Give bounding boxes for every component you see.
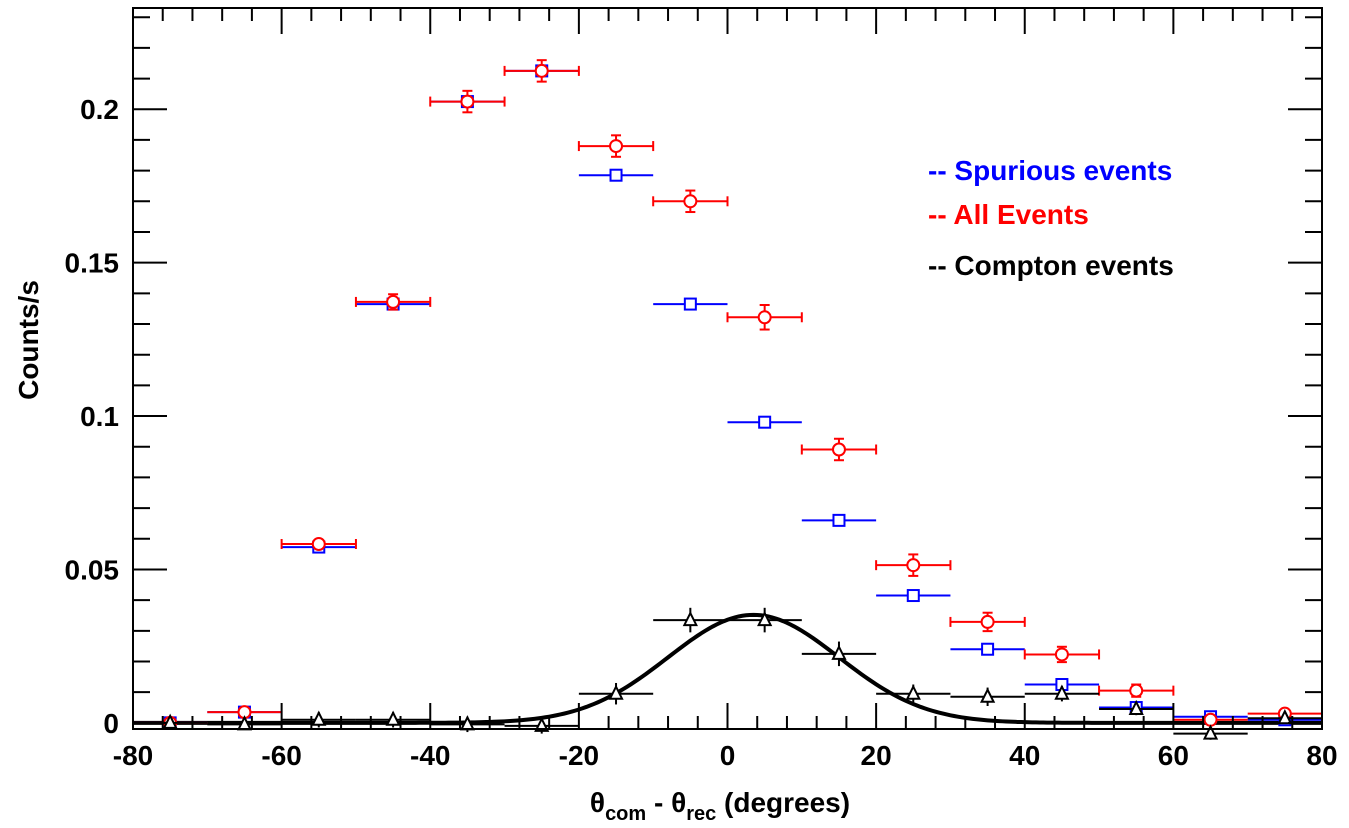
x-tick-label: 0 — [720, 740, 736, 771]
x-tick-label: -80 — [113, 740, 153, 771]
series-layer — [133, 59, 1322, 740]
triangle-marker — [1277, 709, 1293, 725]
square-marker — [906, 589, 920, 603]
square-marker — [981, 642, 995, 656]
data-point — [652, 189, 729, 214]
data-point — [876, 589, 951, 603]
triangle-marker — [608, 684, 624, 700]
x-tick-label: -20 — [559, 740, 599, 771]
y-tick-label: 0.15 — [65, 248, 120, 279]
data-point — [429, 89, 506, 114]
square-marker — [832, 513, 846, 527]
y-tick-label: 0.05 — [65, 554, 120, 585]
x-tick-label: 60 — [1158, 740, 1189, 771]
x-axis-title-theta-2: θ — [671, 787, 686, 818]
triangle-marker — [831, 644, 847, 660]
x-axis-title-sub-rec: rec — [686, 803, 716, 825]
data-point — [727, 607, 802, 633]
circle-marker — [757, 310, 772, 325]
square-marker — [683, 297, 697, 311]
x-axis-title: θcom - θrec (degrees) — [590, 787, 850, 825]
data-point — [1099, 699, 1174, 716]
data-point — [801, 641, 877, 667]
circle-marker — [683, 194, 698, 209]
data-point — [504, 716, 579, 734]
y-tick-label: 0 — [103, 708, 119, 739]
circle-marker — [1203, 712, 1218, 727]
data-point — [653, 607, 728, 633]
data-point — [578, 682, 654, 705]
data-point — [949, 611, 1026, 633]
data-point — [1173, 712, 1248, 727]
x-tick-label: 20 — [861, 740, 892, 771]
ticklabel-layer: -80 -60 -40 -20 0 20 40 60 80 0 0.05 0.1 0.15 0.2 — [65, 94, 1338, 771]
triangle-marker — [385, 710, 401, 726]
legend: -- Spurious events -- All Events -- Comp… — [928, 155, 1174, 281]
data-point — [950, 642, 1025, 656]
data-point — [653, 297, 728, 311]
data-point — [577, 134, 655, 158]
legend-entry-all: -- All Events — [928, 199, 1089, 230]
circle-marker — [534, 63, 549, 78]
triangle-marker — [979, 687, 996, 703]
data-point — [1024, 684, 1100, 702]
data-point — [280, 536, 357, 551]
data-point — [726, 303, 803, 331]
y-axis-title: Counts/s — [13, 280, 44, 400]
triangle-marker — [534, 716, 550, 732]
y-tick-label: 0.2 — [80, 94, 119, 125]
circle-marker — [1129, 683, 1144, 698]
x-tick-label: -40 — [410, 740, 450, 771]
triangle-marker — [1128, 699, 1144, 716]
triangle-marker — [682, 610, 698, 627]
data-point — [503, 59, 580, 83]
triangle-marker — [905, 684, 921, 700]
data-point — [578, 168, 654, 182]
data-point — [876, 684, 951, 703]
circle-marker — [831, 442, 846, 457]
square-marker — [609, 168, 623, 182]
x-tick-label: -60 — [261, 740, 301, 771]
x-tick-label: 40 — [1009, 740, 1040, 771]
data-point — [355, 710, 431, 728]
x-axis-title-suffix: (degrees) — [716, 787, 850, 818]
circle-marker — [906, 558, 921, 573]
series-circle — [133, 59, 1322, 730]
circle-marker — [980, 614, 995, 629]
data-point — [354, 293, 432, 311]
circle-marker — [1054, 647, 1069, 662]
legend-entry-compton: -- Compton events — [928, 250, 1174, 281]
square-marker — [758, 415, 772, 429]
ticks-layer — [132, 8, 1323, 729]
x-axis-title-theta-1: θ — [590, 787, 605, 818]
y-tick-label: 0.1 — [80, 401, 119, 432]
data-point — [1098, 683, 1175, 698]
data-point — [800, 437, 878, 462]
series-triangle — [133, 607, 1322, 740]
x-axis-title-sub-com: com — [605, 803, 646, 825]
data-point — [1173, 724, 1248, 740]
triangle-marker — [162, 713, 178, 729]
triangle-marker — [311, 710, 327, 726]
legend-entry-spurious: -- Spurious events — [928, 155, 1172, 186]
data-point — [1247, 709, 1322, 725]
circle-marker — [386, 294, 401, 309]
data-point — [1023, 645, 1101, 664]
triangle-marker — [1202, 724, 1219, 740]
data-point — [281, 710, 356, 728]
circle-marker — [609, 139, 624, 154]
x-axis-title-minus: - — [646, 787, 671, 818]
circle-marker — [311, 536, 326, 551]
data-point — [801, 513, 877, 527]
x-tick-label: 80 — [1306, 740, 1337, 771]
data-point — [875, 553, 952, 577]
triangle-marker — [1054, 684, 1070, 700]
data-point — [727, 415, 802, 429]
data-point — [950, 687, 1025, 706]
triangle-marker — [757, 610, 773, 627]
circle-marker — [460, 94, 475, 109]
